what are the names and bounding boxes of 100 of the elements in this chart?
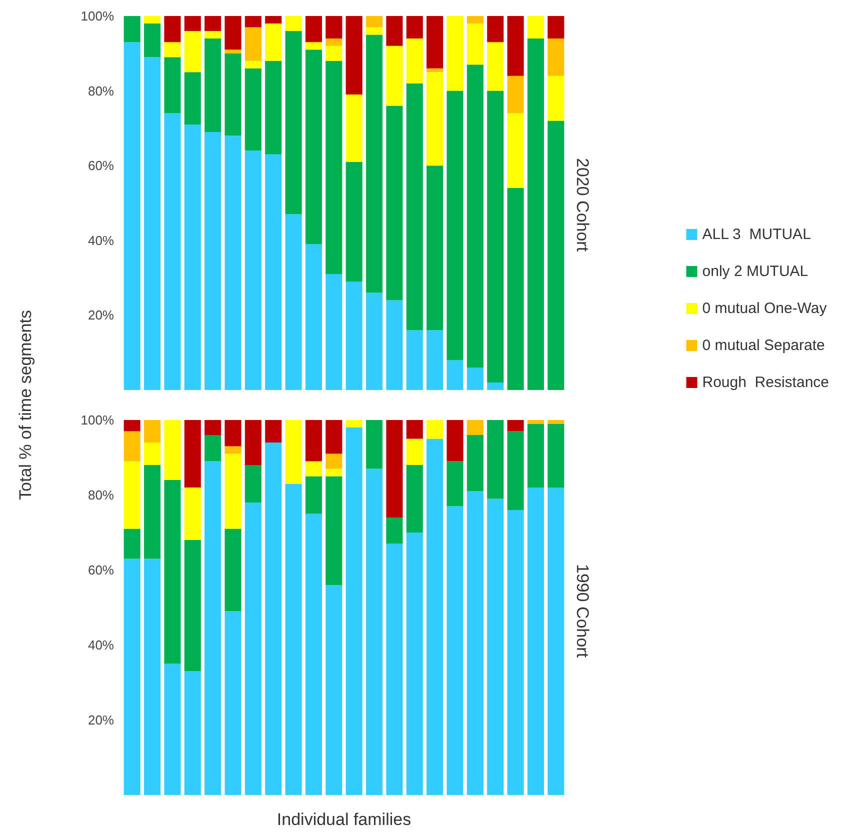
bar [184, 72, 201, 124]
bar [326, 454, 342, 469]
bar [446, 90, 464, 360]
text: 2020 Cohort [573, 158, 592, 252]
bar [244, 465, 262, 502]
bar [446, 16, 464, 91]
bar [144, 558, 161, 795]
bar [124, 16, 140, 42]
bar [406, 16, 423, 38]
bar [305, 476, 322, 514]
bar [144, 465, 161, 559]
bar [265, 420, 282, 442]
bar [507, 510, 524, 795]
bar [224, 136, 242, 390]
bar [305, 420, 322, 462]
bar [124, 431, 140, 462]
bar [204, 435, 222, 462]
bar [406, 38, 423, 84]
bar [527, 424, 544, 488]
bar [326, 585, 342, 795]
y-tick-label: 40% [88, 232, 114, 248]
bar [507, 431, 524, 510]
bar [446, 360, 464, 390]
bar [224, 420, 242, 446]
bar [124, 461, 140, 529]
bar [366, 468, 383, 795]
bar [466, 420, 484, 435]
bar [426, 420, 444, 439]
bar [386, 300, 403, 390]
bar [527, 488, 544, 795]
bar [346, 162, 362, 282]
bar [164, 420, 181, 480]
bar [466, 23, 484, 65]
bar [224, 16, 242, 50]
bar [326, 46, 342, 61]
bar [466, 368, 484, 390]
bar [527, 420, 544, 424]
bar [204, 38, 222, 132]
bar [244, 68, 262, 151]
bar [507, 420, 524, 432]
bar [305, 16, 322, 42]
legend-label: ALL 3 MUTUAL [702, 226, 811, 243]
bar [224, 454, 242, 529]
bar [305, 461, 322, 476]
bar [326, 60, 342, 274]
bar [244, 60, 262, 68]
bar [265, 154, 282, 390]
bar [124, 558, 140, 795]
bar [265, 23, 282, 61]
bar [346, 428, 362, 795]
bar [144, 16, 161, 24]
bar [265, 442, 282, 795]
bar [507, 113, 524, 188]
x-axis-title: Individual families [276, 810, 412, 829]
bar [326, 16, 342, 38]
legend-label: 0 mutual One-Way [702, 300, 828, 317]
bar [164, 113, 181, 390]
bar [386, 518, 403, 544]
bar [548, 120, 564, 390]
bar [527, 16, 544, 38]
bar [426, 438, 444, 795]
bar [184, 671, 201, 795]
bar [366, 420, 383, 469]
y-tick-label: 60% [88, 158, 114, 174]
bar [144, 23, 161, 58]
bar [426, 16, 444, 68]
bar [326, 420, 342, 454]
bar [507, 76, 524, 114]
bar [326, 476, 342, 585]
bar [204, 16, 222, 31]
bar [305, 50, 322, 244]
bar [487, 382, 504, 390]
bar [548, 16, 564, 38]
bar [164, 16, 181, 42]
bar [466, 64, 484, 368]
bar [406, 465, 423, 532]
bar [124, 528, 140, 559]
y-tick-label: 100% [80, 8, 114, 24]
bar [426, 68, 444, 72]
bar [527, 38, 544, 390]
bar [326, 38, 342, 46]
bar [366, 16, 383, 28]
bar [346, 94, 362, 162]
bar [184, 420, 201, 488]
bar [224, 611, 242, 795]
bar [184, 30, 201, 72]
bar [224, 50, 242, 54]
y-tick-label: 80% [88, 488, 114, 502]
bar [487, 420, 504, 499]
bar [164, 664, 181, 795]
bar [164, 42, 181, 58]
bar [144, 442, 161, 465]
bar [164, 480, 181, 664]
y-tick-label: 80% [88, 83, 114, 98]
bar [285, 484, 302, 795]
bar [184, 540, 201, 672]
bar [406, 532, 423, 795]
bar [386, 16, 403, 46]
bar [244, 27, 262, 61]
bar [124, 42, 140, 390]
